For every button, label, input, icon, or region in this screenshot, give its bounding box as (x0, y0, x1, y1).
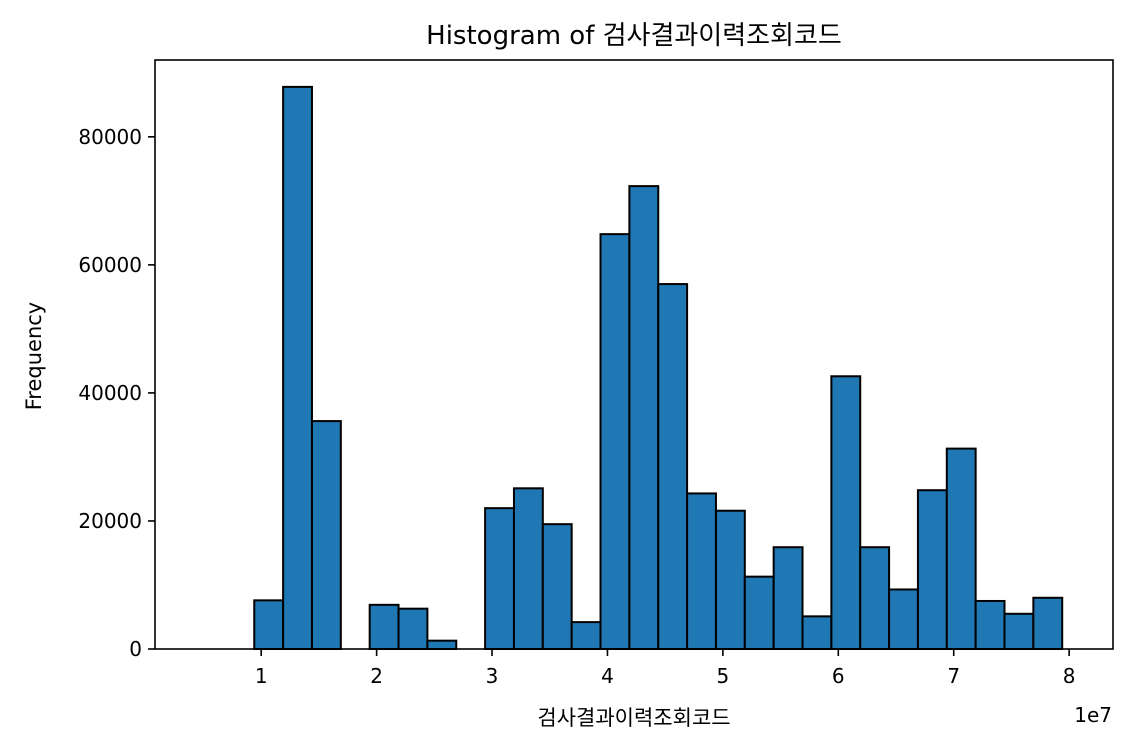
histogram-bar (426, 639, 458, 651)
histogram-bar (686, 492, 717, 651)
histogram-bar (397, 607, 429, 651)
x-tick-label: 8 (1063, 664, 1076, 688)
bars-group (253, 85, 1064, 651)
plot-frame (154, 59, 1114, 650)
x-tick-label: 7 (947, 664, 960, 688)
y-axis-label: Frequency (22, 302, 46, 411)
x-axis-offset-text: 1e7 (1074, 703, 1112, 727)
y-tick-label: 80000 (78, 125, 142, 149)
y-axis-ticks: 0 20000 40000 60000 80000 (78, 125, 155, 661)
histogram-bar (253, 599, 285, 651)
histogram-bar (512, 487, 544, 650)
y-tick-label: 60000 (78, 253, 142, 277)
histogram-bar (570, 621, 602, 650)
x-axis-label: 검사결과이력조회코드 (537, 706, 730, 730)
histogram-bar (772, 546, 804, 651)
x-tick-label: 1 (255, 664, 268, 688)
x-axis-ticks: 1 2 3 4 5 6 7 8 (255, 649, 1076, 688)
histogram-bar (743, 575, 775, 651)
y-tick-label: 20000 (78, 509, 142, 533)
x-tick-label: 5 (717, 664, 730, 688)
histogram-bar (541, 523, 573, 650)
histogram-bar (888, 588, 919, 650)
histogram-bar (484, 507, 515, 650)
histogram-bar (657, 283, 689, 650)
histogram-bar (945, 447, 977, 651)
histogram-bar (599, 233, 631, 650)
x-tick-label: 2 (370, 664, 383, 688)
x-tick-label: 3 (486, 664, 499, 688)
histogram-bar (714, 509, 746, 650)
histogram-bar (1032, 596, 1064, 650)
x-tick-label: 6 (832, 664, 845, 688)
histogram-bar (1003, 612, 1035, 650)
histogram-bar (628, 185, 660, 650)
x-tick-label: 4 (601, 664, 614, 688)
histogram-bar (916, 489, 948, 650)
histogram-bar (368, 603, 400, 651)
histogram-bar (859, 546, 891, 651)
histogram-bar (282, 85, 313, 650)
y-tick-label: 0 (129, 637, 142, 661)
y-tick-label: 40000 (78, 381, 142, 405)
histogram-bar (830, 375, 862, 650)
histogram-bar (801, 615, 833, 651)
chart-title: Histogram of 검사결과이력조회코드 (426, 21, 842, 51)
histogram-bar (974, 599, 1006, 651)
histogram-bar (310, 420, 342, 650)
